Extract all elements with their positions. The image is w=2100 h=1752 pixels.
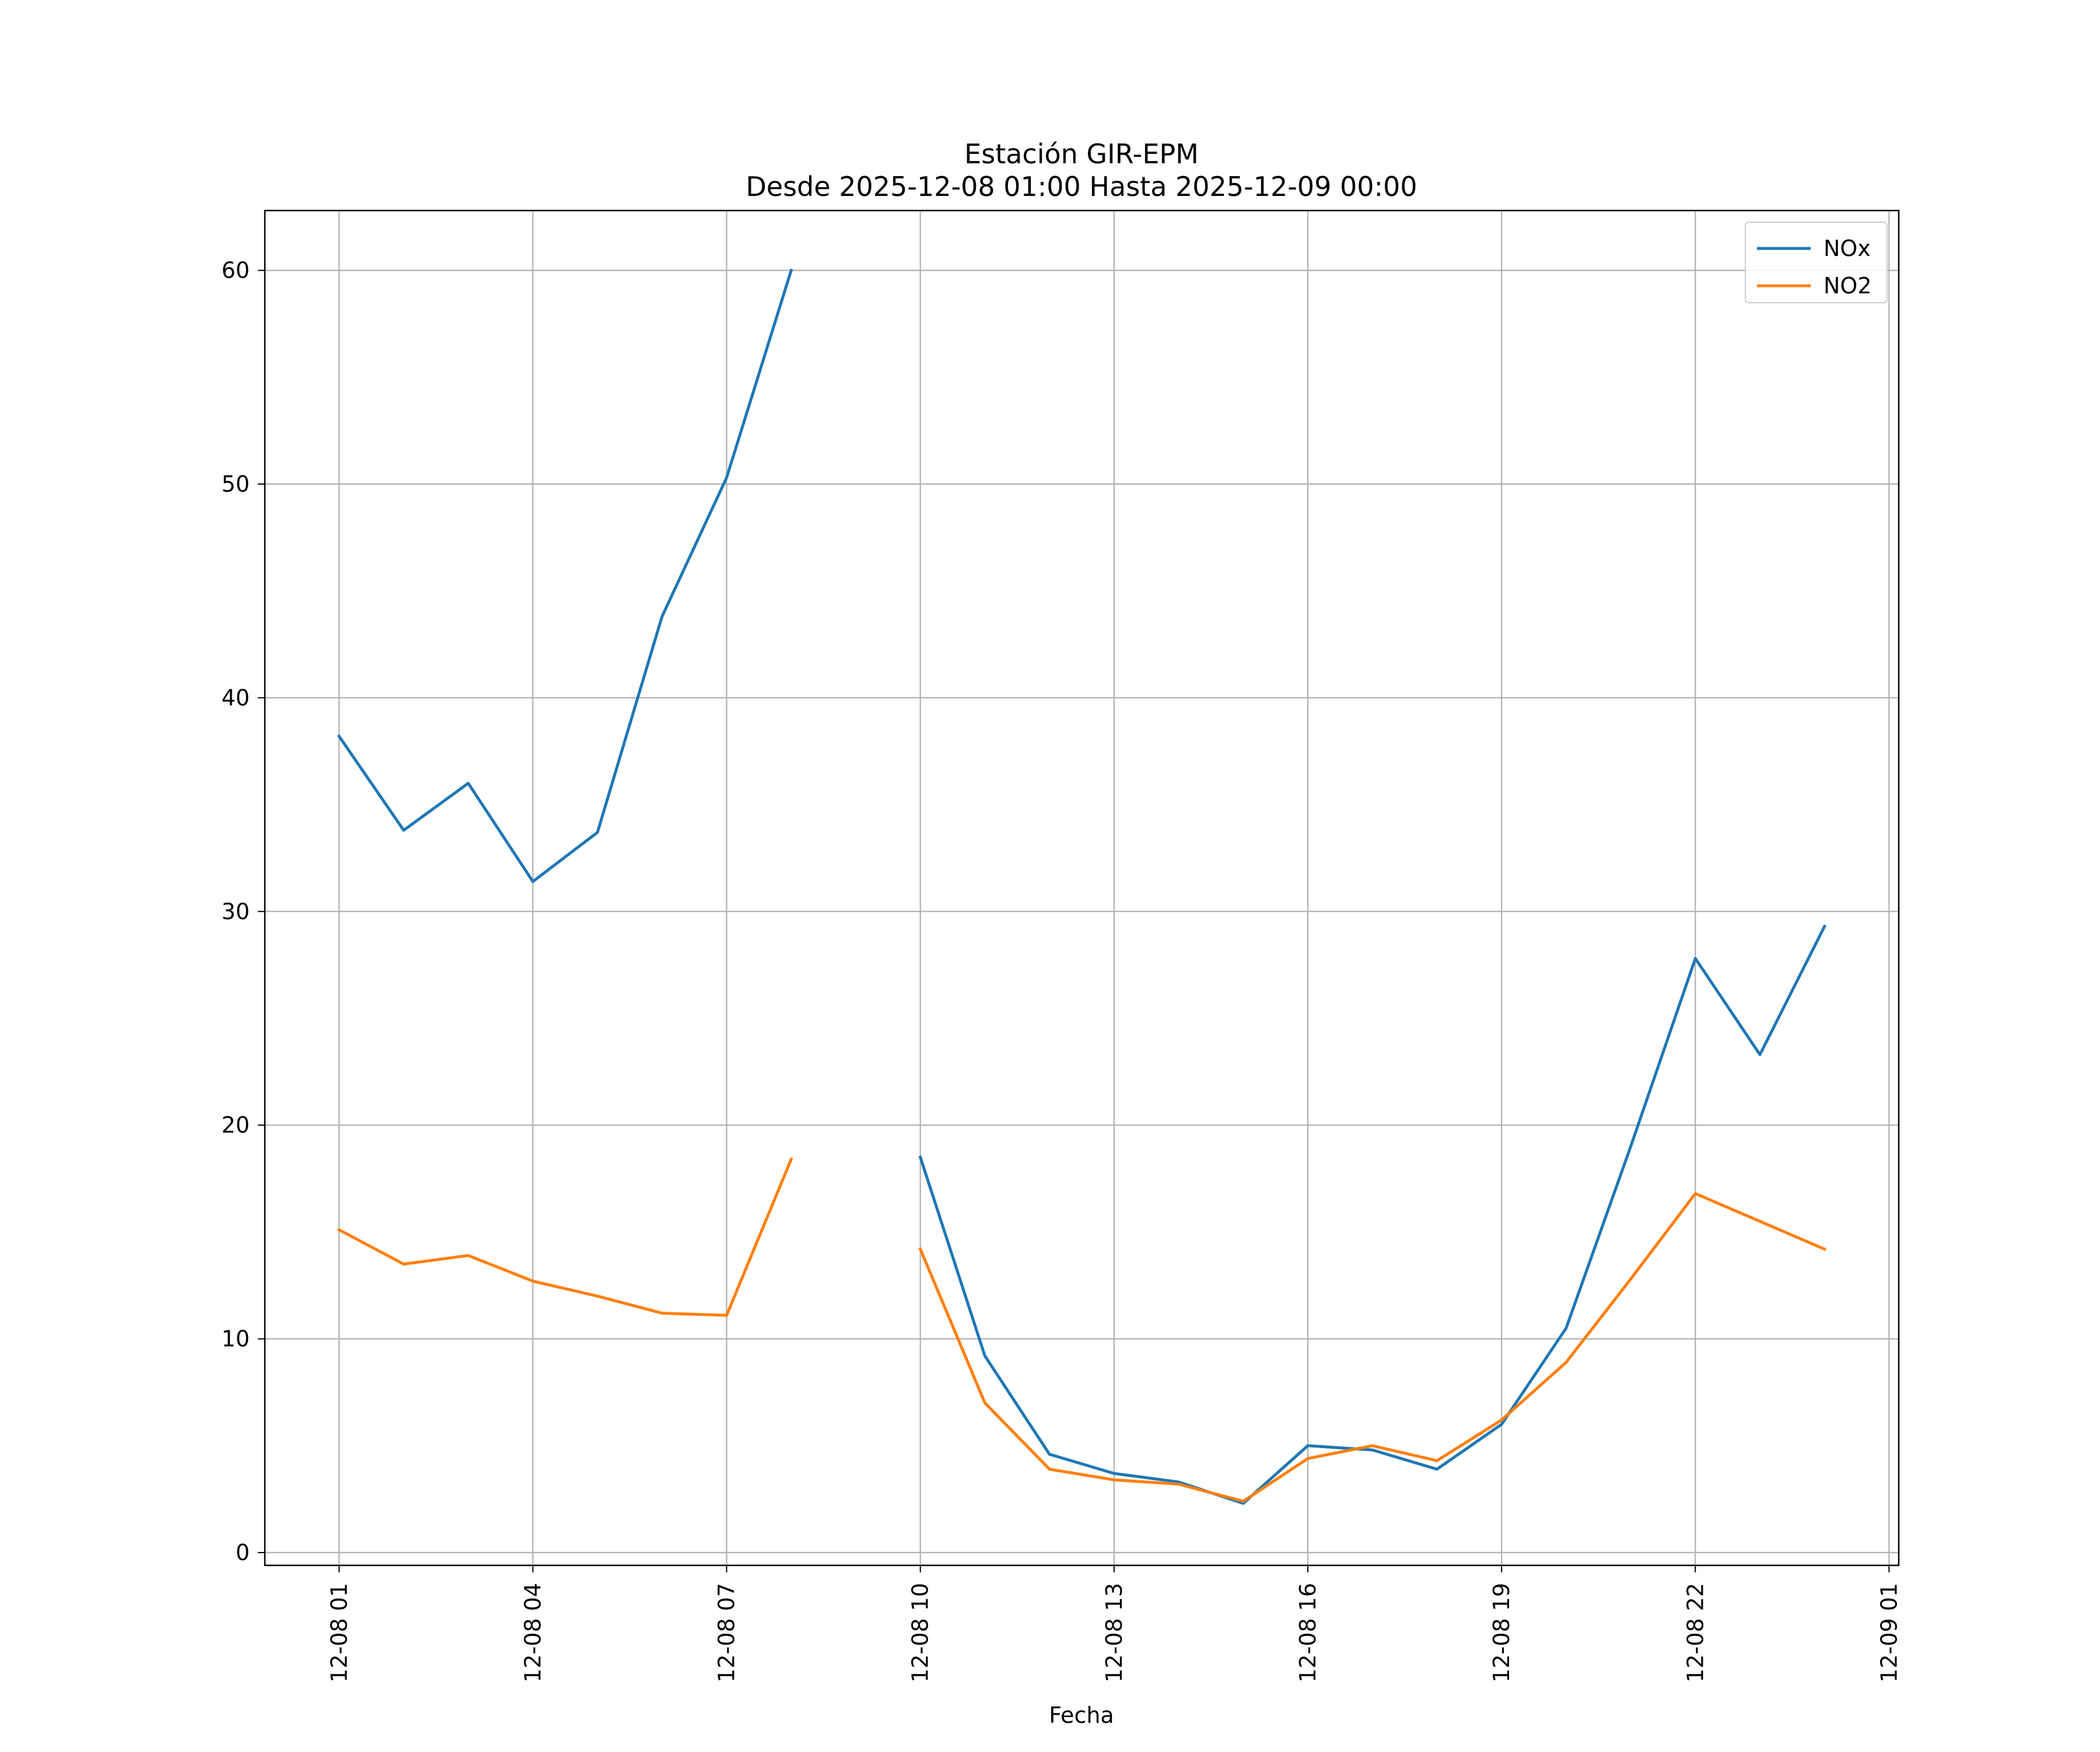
x-tick-label: 12-08 10 xyxy=(908,1583,933,1683)
chart-title-line-2: Desde 2025-12-08 01:00 Hasta 2025-12-09 … xyxy=(746,171,1417,202)
x-tick-label: 12-08 22 xyxy=(1682,1583,1708,1683)
axes-frame xyxy=(264,209,1900,1567)
legend-label-nox: NOx xyxy=(1824,236,1871,261)
y-tick-label: 20 xyxy=(222,1112,250,1138)
chart-title-line-1: Estación GIR-EPM xyxy=(964,138,1199,170)
legend-box xyxy=(1745,222,1888,303)
y-tick-label: 60 xyxy=(222,258,250,283)
grid-lines xyxy=(265,211,1899,1565)
series-line-no2 xyxy=(337,1157,1826,1503)
y-tick-label: 10 xyxy=(222,1326,250,1352)
y-tick-label: 40 xyxy=(222,685,250,710)
x-tick-label: 12-08 19 xyxy=(1489,1583,1514,1683)
x-tick-label: 12-08 01 xyxy=(326,1583,352,1683)
y-tick-label: 30 xyxy=(222,899,250,924)
x-tick-label: 12-08 16 xyxy=(1295,1583,1321,1683)
x-tick-label: 12-08 04 xyxy=(520,1583,545,1683)
x-tick-label: 12-08 07 xyxy=(714,1583,740,1683)
plot-frame xyxy=(264,209,1900,1567)
y-tick-label: 50 xyxy=(222,471,250,497)
x-axis-label: Fecha xyxy=(1049,1702,1114,1728)
legend-label-no2: NO2 xyxy=(1824,273,1872,299)
legend: NOx NO2 xyxy=(1745,222,1888,303)
axis-ticks: 12-08 01 12-08 04 12-08 07 12-08 10 12-08 13… xyxy=(222,258,1902,1683)
series-lines xyxy=(337,268,1827,1505)
y-tick-label: 0 xyxy=(236,1540,250,1565)
series-line-nox xyxy=(337,268,1827,1505)
x-tick-label: 12-09 01 xyxy=(1876,1583,1902,1683)
x-tick-label: 12-08 13 xyxy=(1101,1583,1127,1683)
